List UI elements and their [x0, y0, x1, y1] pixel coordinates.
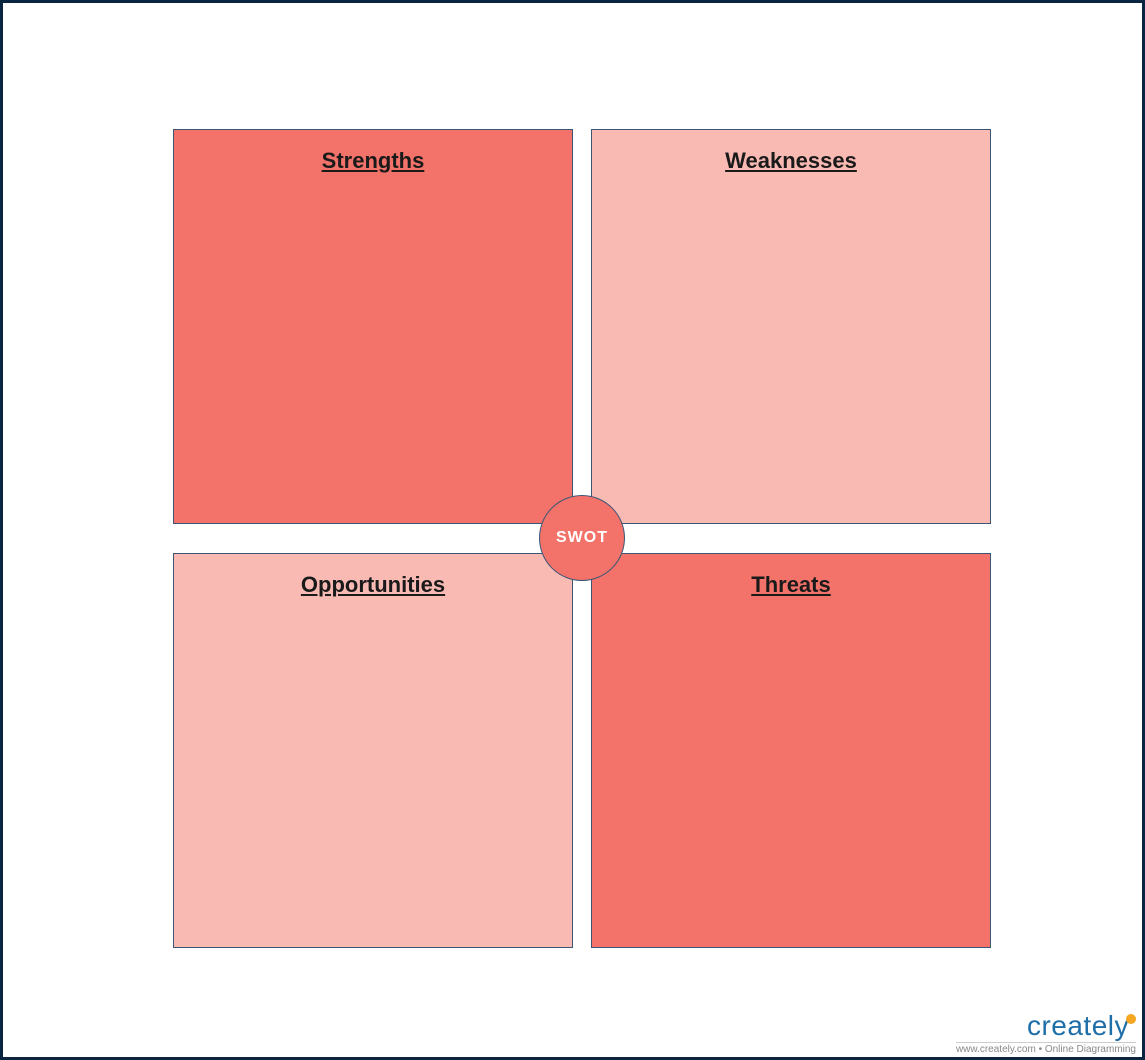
brand-tagline: www.creately.com • Online Diagramming [956, 1042, 1136, 1055]
quadrant-weaknesses: Weaknesses [591, 129, 991, 524]
swot-center-circle: SWOT [539, 495, 625, 581]
diagram-canvas: Strengths Weaknesses Opportunities Threa… [33, 33, 1112, 1027]
quadrant-title: Weaknesses [725, 148, 857, 173]
brand-logo: creately [956, 1012, 1136, 1040]
quadrant-threats: Threats [591, 553, 991, 948]
quadrant-strengths: Strengths [173, 129, 573, 524]
brand-text: creately [1027, 1010, 1129, 1041]
quadrant-title: Threats [751, 572, 830, 597]
diagram-frame: Strengths Weaknesses Opportunities Threa… [0, 0, 1145, 1060]
quadrant-opportunities: Opportunities [173, 553, 573, 948]
lightbulb-icon [1126, 1014, 1136, 1024]
quadrant-title: Strengths [322, 148, 425, 173]
swot-center-label: SWOT [556, 529, 608, 547]
quadrant-title: Opportunities [301, 572, 445, 597]
watermark: creately www.creately.com • Online Diagr… [956, 1012, 1136, 1055]
